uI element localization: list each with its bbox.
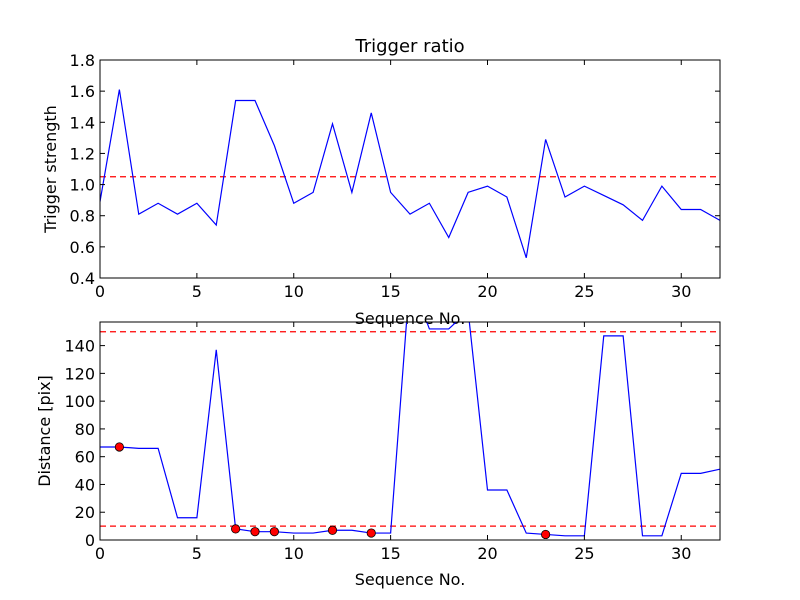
chart-0-ytick-label-6: 1.6 [70,82,95,101]
chart-0-xtick-label-6: 30 [671,282,691,301]
chart-1-marker-1 [231,524,241,534]
chart-1-marker-4 [327,525,338,535]
chart-1-ytick-label-4: 80 [75,420,95,439]
chart-0-xtick-label-1: 5 [192,282,202,301]
chart-0-ytick-label-1: 0.6 [70,238,95,257]
chart-1-xtick-label-3: 15 [380,544,400,563]
chart-1-xtick-label-0: 0 [95,544,105,563]
chart-0-axes-frame [99,59,721,279]
chart-1-marker-0 [114,442,124,452]
chart-0-xtick-label-4: 20 [477,282,497,301]
chart-1-marker-2 [250,527,260,537]
chart-1-xlabel: Sequence No. [355,570,466,589]
chart-1-ytick-label-1: 20 [75,503,95,522]
chart-1-series-line [100,322,720,537]
chart-1-ytick-label-0: 0 [85,531,95,550]
chart-0-ytick-label-7: 1.8 [70,51,95,70]
chart-1-xtick-label-5: 25 [574,544,594,563]
chart-0-series-line [100,89,720,258]
chart-1-xtick-label-2: 10 [284,544,304,563]
chart-1-ytick-label-7: 140 [64,337,95,356]
chart-1-ylabel: Distance [pix] [35,375,54,487]
chart-0-xtick-label-3: 15 [380,282,400,301]
chart-0-plot-area [100,89,720,258]
chart-1-axes-frame [99,321,721,541]
chart-1-ytick-label-3: 60 [75,448,95,467]
chart-0-xtick-label-2: 10 [284,282,304,301]
chart-1-ytick-label-6: 120 [64,364,95,383]
chart-0-ytick-label-4: 1.2 [70,144,95,163]
chart-0-xtick-label-5: 25 [574,282,594,301]
chart-1-marker-5 [366,528,376,538]
chart-0-xtick-label-0: 0 [95,282,105,301]
chart-1-marker-3 [269,527,279,537]
trigger-ratio-chart: 0 5 10 15 20 25 30 0.4 0.6 0.8 1.0 1.2 1.4 1.6 1.8 Trig… [41,36,721,328]
chart-1-ytick-label-2: 40 [75,475,95,494]
chart-1-marker-6 [541,529,551,540]
chart-0-ylabel: Trigger strength [41,105,60,234]
chart-0-ytick-label-0: 0.4 [70,269,95,288]
chart-1-xtick-label-4: 20 [477,544,497,563]
chart-1-xtick-label-6: 30 [671,544,691,563]
chart-0-ytick-label-2: 0.8 [70,207,95,226]
chart-0-ytick-label-5: 1.4 [70,113,95,132]
distance-chart: 0 5 10 15 20 25 30 0 20 40 60 80 100 120 140 Sequence N… [35,321,721,589]
chart-1-plot-area [100,322,720,540]
chart-1-ytick-label-5: 100 [64,392,95,411]
chart-1-xtick-label-1: 5 [192,544,202,563]
chart-0-ytick-label-3: 1.0 [70,176,95,195]
chart-0-xlabel: Sequence No. [355,309,466,328]
chart-0-title: Trigger ratio [354,36,464,57]
